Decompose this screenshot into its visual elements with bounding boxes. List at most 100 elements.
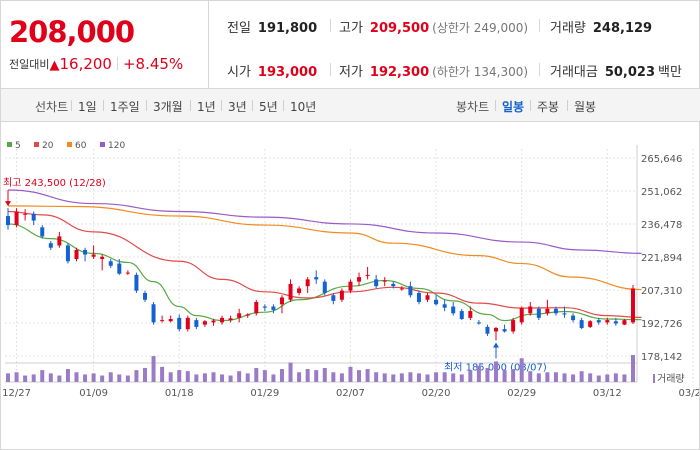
stat-label: 거래대금 bbox=[550, 65, 598, 80]
divider bbox=[146, 100, 147, 111]
candle-body bbox=[511, 320, 516, 332]
candle-body bbox=[48, 243, 53, 248]
candle-weekly-button[interactable]: 주봉 bbox=[537, 100, 560, 114]
x-tick-label: 01/09 bbox=[79, 388, 108, 399]
period-3y-button[interactable]: 3년 bbox=[228, 100, 247, 114]
candle-body bbox=[562, 313, 567, 315]
x-tick-label: 01/29 bbox=[250, 388, 279, 399]
volume-bar bbox=[220, 374, 225, 382]
candles bbox=[6, 208, 635, 341]
period-1w-button[interactable]: 1주일 bbox=[110, 100, 140, 114]
volume-bar bbox=[31, 374, 36, 382]
volume-bar bbox=[502, 370, 507, 382]
stat-value: 193,000 bbox=[257, 65, 318, 80]
volume-bar bbox=[271, 374, 276, 382]
upper-limit: (상한가 249,000) bbox=[432, 21, 529, 35]
candle-body bbox=[382, 280, 387, 282]
legend-swatch bbox=[67, 142, 72, 147]
current-price-box: 208,000 전일대비▲16,200 +8.45% bbox=[1, 1, 209, 89]
volume-bar bbox=[451, 373, 456, 382]
candle-body bbox=[237, 313, 242, 318]
y-tick-label: 265,646 bbox=[641, 154, 682, 165]
volume-bar bbox=[14, 372, 19, 382]
volume-bar bbox=[245, 373, 250, 382]
volume-bar bbox=[40, 370, 45, 382]
ma5-line bbox=[7, 223, 642, 322]
volume-bar bbox=[6, 373, 10, 382]
candle-daily-button[interactable]: 일봉 bbox=[502, 100, 525, 114]
candle-body bbox=[288, 283, 293, 300]
volume-bar bbox=[339, 373, 344, 382]
candle-body bbox=[596, 320, 601, 323]
candle-body bbox=[374, 279, 379, 287]
candle-body bbox=[622, 320, 627, 325]
volume-bar bbox=[374, 372, 379, 382]
candle-body bbox=[151, 304, 156, 323]
stat-low: 저가 192,300 (하한가 134,300) bbox=[339, 61, 528, 80]
stat-label: 저가 bbox=[339, 65, 363, 80]
candle-body bbox=[425, 295, 430, 300]
volume-bar bbox=[48, 373, 53, 382]
volume-bar bbox=[160, 366, 165, 382]
volume-bar bbox=[254, 367, 259, 382]
stat-value: 192,300 bbox=[369, 65, 430, 80]
divider bbox=[221, 100, 222, 111]
candle-monthly-button[interactable]: 월봉 bbox=[574, 100, 597, 114]
candle-body bbox=[100, 256, 105, 260]
divider bbox=[530, 100, 531, 111]
line-chart-label: 선차트 bbox=[35, 100, 69, 114]
divider bbox=[539, 63, 540, 76]
quote-header: 208,000 전일대비▲16,200 +8.45% 전일 191,800 고가 20… bbox=[1, 1, 700, 89]
legend-swatch bbox=[100, 142, 105, 147]
volume-bar bbox=[83, 374, 88, 382]
candle-body bbox=[305, 279, 310, 287]
candle-chart-label: 봉차트 bbox=[456, 100, 490, 114]
volume-bar bbox=[485, 367, 490, 382]
period-1y-button[interactable]: 1년 bbox=[197, 100, 216, 114]
volume-bar bbox=[528, 371, 533, 382]
candle-body bbox=[579, 320, 584, 329]
volume-bar bbox=[357, 370, 362, 382]
volume-bar bbox=[134, 370, 139, 382]
y-tick-label: 207,310 bbox=[641, 286, 682, 297]
volume-bar bbox=[536, 373, 541, 382]
up-arrow-icon: ▲ bbox=[49, 58, 60, 73]
divider bbox=[539, 19, 540, 32]
period-3m-button[interactable]: 3개월 bbox=[153, 100, 183, 114]
candle-body bbox=[271, 306, 276, 310]
stat-value: 209,500 bbox=[369, 21, 430, 36]
volume-bar bbox=[322, 367, 327, 382]
y-tick-label: 192,726 bbox=[641, 319, 682, 330]
period-10y-button[interactable]: 10년 bbox=[290, 100, 317, 114]
candle-body bbox=[613, 321, 618, 324]
low-arrow-head-icon bbox=[493, 342, 500, 348]
candle-body bbox=[245, 314, 250, 316]
stat-label: 전일 bbox=[227, 21, 251, 36]
lower-limit: (하한가 134,300) bbox=[432, 65, 529, 79]
candle-body bbox=[168, 318, 173, 322]
candle-body bbox=[391, 283, 396, 287]
x-axis-labels: 12/27 01/09 01/18 01/29 02/07 02/20 02/29 03/12… bbox=[2, 388, 699, 399]
period-5y-button[interactable]: 5년 bbox=[259, 100, 278, 114]
candle-body bbox=[220, 317, 225, 323]
period-1d-button[interactable]: 1일 bbox=[78, 100, 97, 114]
volume-bar bbox=[459, 374, 464, 382]
volume-bar bbox=[596, 375, 601, 382]
candle-body bbox=[117, 263, 122, 274]
stat-value: 191,800 bbox=[257, 21, 318, 36]
candle-body bbox=[434, 299, 439, 305]
stat-volume: 거래량 248,129 bbox=[550, 17, 652, 36]
volume-bar bbox=[476, 365, 481, 382]
volume-bar bbox=[168, 372, 173, 382]
volume-bar bbox=[365, 369, 370, 382]
divider bbox=[283, 100, 284, 111]
change-label: 전일대비 bbox=[9, 58, 50, 71]
candlestick-chart[interactable]: 5 20 60 120 265,646 251,062 236,478 221,894 207… bbox=[1, 123, 699, 450]
legend-label: 60 bbox=[75, 141, 87, 151]
high-price-label: 최고 243,500 (12/28) bbox=[3, 177, 106, 189]
divider bbox=[330, 63, 331, 76]
volume-bar bbox=[399, 373, 404, 382]
volume-bar bbox=[100, 375, 105, 382]
y-axis-labels: 265,646 251,062 236,478 221,894 207,310 192,7… bbox=[641, 154, 682, 363]
